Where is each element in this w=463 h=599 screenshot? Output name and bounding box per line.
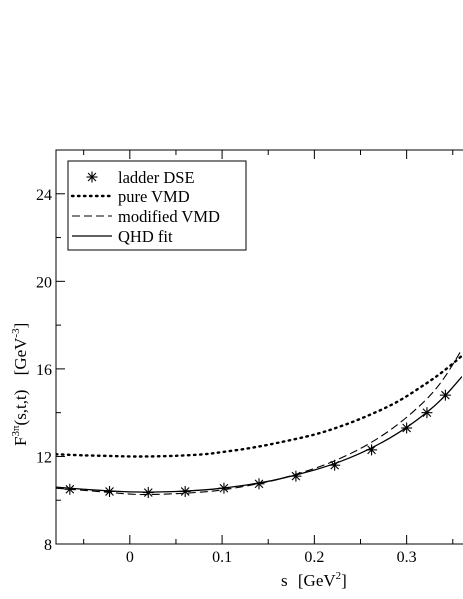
y-tick-label: 24 [36, 187, 52, 204]
legend-item: pure VMD [70, 187, 190, 206]
y-axis-label: F3π(s,t,t) [GeV-3] [10, 323, 30, 446]
legend-item: ladder DSE [86, 168, 195, 187]
x-tick-label: 0.3 [397, 549, 417, 566]
legend-label: ladder DSE [118, 168, 195, 187]
ticks: 0 0.1 0.2 0.3 8 12 16 20 24 [36, 149, 454, 566]
legend-marker [86, 171, 98, 183]
legend-box [67, 160, 247, 251]
y-tick-label: 12 [36, 449, 52, 466]
x-tick-label: 0.2 [304, 549, 324, 566]
x-axis-label: s [GeV2] [281, 570, 347, 590]
legend-label: pure VMD [118, 187, 190, 206]
data-point [253, 478, 265, 490]
y-tick-label: 8 [44, 537, 52, 554]
plot-frame [55, 149, 463, 545]
legend-label: modified VMD [118, 207, 220, 226]
series [56, 348, 462, 499]
legend-label: QHD fit [118, 227, 173, 246]
x-tick-label: 0 [126, 549, 134, 566]
legend-item: modified VMD [72, 207, 220, 226]
series-ladder-dse [64, 389, 451, 499]
series-line-dotted [56, 354, 462, 458]
series-line-dashed [56, 348, 462, 496]
legend-item: QHD fit [72, 227, 173, 246]
series-line-solid [56, 376, 462, 493]
y-tick-label: 16 [36, 362, 52, 379]
y-tick-label: 20 [36, 274, 52, 291]
x-tick-label: 0.1 [212, 549, 232, 566]
